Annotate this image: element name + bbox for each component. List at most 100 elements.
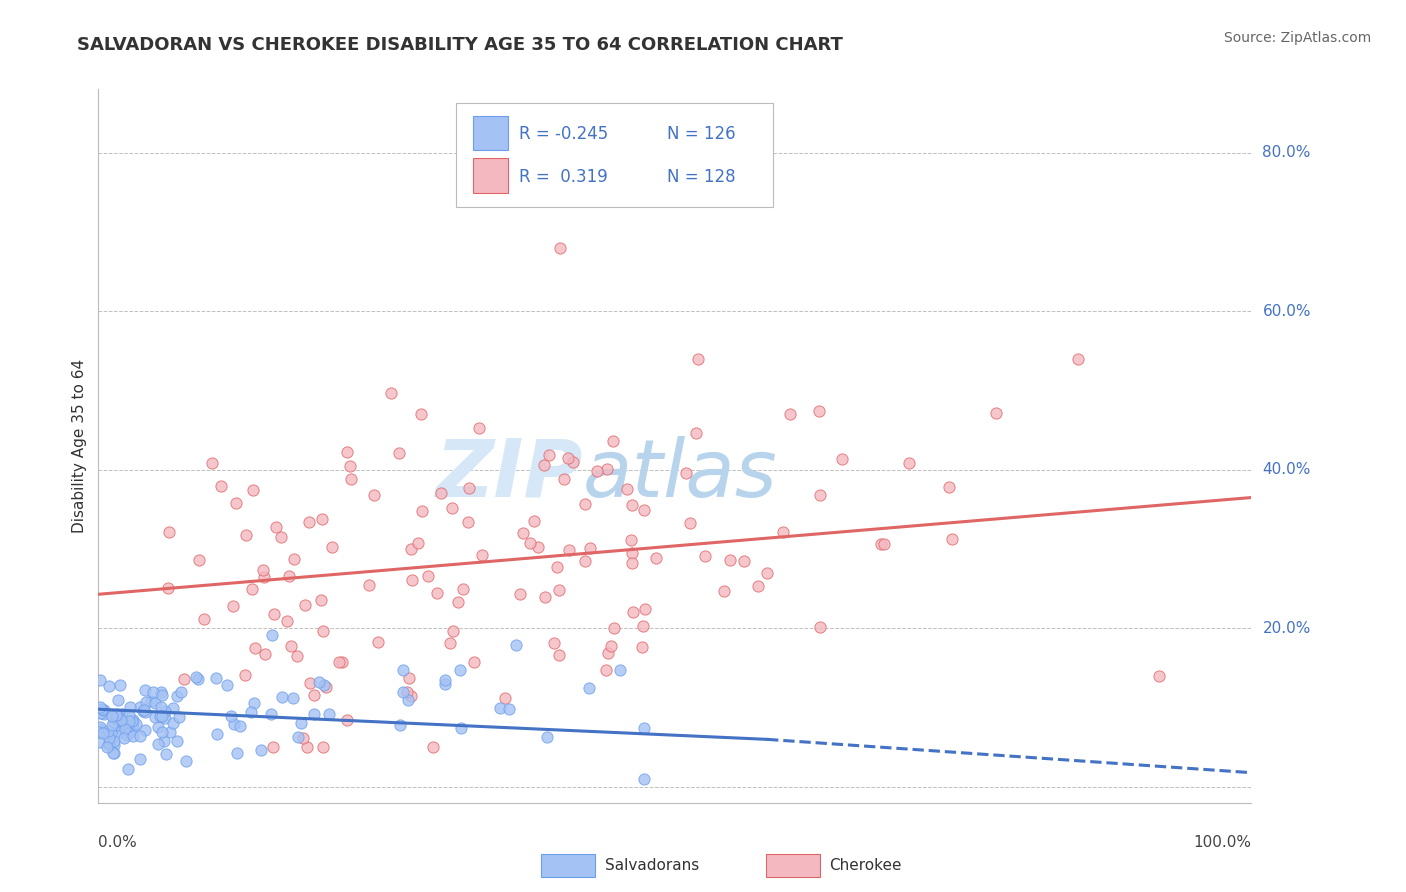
- Point: [166, 690, 188, 704]
- Point: [312, 740, 335, 755]
- Point: [101, 718, 124, 732]
- Point: [129, 752, 152, 766]
- Point: [534, 590, 557, 604]
- Point: [367, 635, 389, 649]
- Point: [103, 747, 125, 761]
- FancyBboxPatch shape: [472, 116, 508, 150]
- Point: [129, 729, 152, 743]
- Point: [558, 543, 581, 558]
- Point: [209, 478, 232, 492]
- Point: [89, 673, 111, 688]
- Point: [103, 739, 125, 753]
- Point: [152, 734, 174, 748]
- Point: [831, 451, 853, 466]
- Point: [89, 723, 111, 737]
- Point: [105, 712, 128, 726]
- Point: [938, 480, 960, 494]
- Point: [548, 582, 571, 597]
- Point: [416, 568, 439, 582]
- Point: [90, 706, 112, 720]
- Point: [294, 598, 316, 612]
- Point: [143, 710, 166, 724]
- Point: [411, 407, 433, 421]
- Point: [222, 599, 245, 614]
- Point: [679, 516, 702, 530]
- Point: [118, 708, 141, 723]
- Point: [644, 550, 666, 565]
- Point: [105, 711, 128, 725]
- Point: [152, 688, 174, 702]
- Point: [295, 740, 318, 755]
- Point: [553, 472, 575, 486]
- Point: [396, 684, 419, 698]
- Point: [186, 672, 208, 686]
- Point: [111, 715, 134, 730]
- Point: [169, 684, 191, 698]
- Point: [98, 731, 121, 746]
- Text: N = 126: N = 126: [666, 125, 735, 143]
- Point: [596, 462, 619, 476]
- Point: [107, 692, 129, 706]
- Point: [519, 536, 541, 550]
- Point: [321, 541, 343, 555]
- Point: [557, 451, 579, 466]
- Point: [142, 684, 165, 698]
- Point: [633, 772, 655, 786]
- Point: [620, 533, 643, 548]
- Point: [253, 647, 276, 661]
- Point: [609, 664, 631, 678]
- Point: [157, 581, 180, 595]
- Text: R =  0.319: R = 0.319: [519, 168, 607, 186]
- Point: [718, 553, 741, 567]
- Point: [91, 726, 114, 740]
- Point: [755, 566, 778, 580]
- Point: [447, 595, 470, 609]
- Point: [498, 701, 520, 715]
- Point: [287, 730, 309, 744]
- Point: [546, 560, 568, 574]
- Point: [318, 706, 340, 721]
- Point: [225, 496, 247, 510]
- Point: [311, 511, 333, 525]
- Point: [471, 548, 494, 562]
- Point: [494, 691, 516, 706]
- Point: [243, 641, 266, 656]
- Point: [630, 640, 652, 655]
- Point: [271, 690, 294, 704]
- Point: [153, 704, 176, 718]
- Point: [260, 707, 283, 722]
- Point: [115, 728, 138, 742]
- Point: [548, 241, 571, 255]
- Point: [396, 693, 419, 707]
- Point: [205, 671, 228, 685]
- Point: [298, 676, 321, 690]
- Point: [173, 672, 195, 686]
- Point: [97, 723, 120, 738]
- Point: [108, 678, 131, 692]
- Point: [339, 472, 361, 486]
- Point: [439, 636, 461, 650]
- Point: [693, 549, 716, 563]
- Point: [132, 703, 155, 717]
- Point: [304, 706, 326, 721]
- Point: [713, 584, 735, 599]
- Y-axis label: Disability Age 35 to 64: Disability Age 35 to 64: [72, 359, 87, 533]
- Point: [111, 706, 134, 721]
- Point: [388, 446, 411, 460]
- Point: [290, 716, 312, 731]
- Point: [226, 747, 249, 761]
- Point: [434, 676, 457, 690]
- Point: [1147, 669, 1170, 683]
- Point: [449, 663, 471, 677]
- Point: [120, 700, 142, 714]
- Point: [169, 710, 191, 724]
- Point: [548, 648, 571, 662]
- Point: [215, 678, 238, 692]
- Point: [280, 640, 302, 654]
- Point: [141, 694, 163, 708]
- Point: [578, 681, 600, 696]
- Point: [150, 708, 173, 723]
- Text: Cherokee: Cherokee: [830, 858, 903, 872]
- Point: [98, 680, 121, 694]
- Point: [89, 734, 111, 748]
